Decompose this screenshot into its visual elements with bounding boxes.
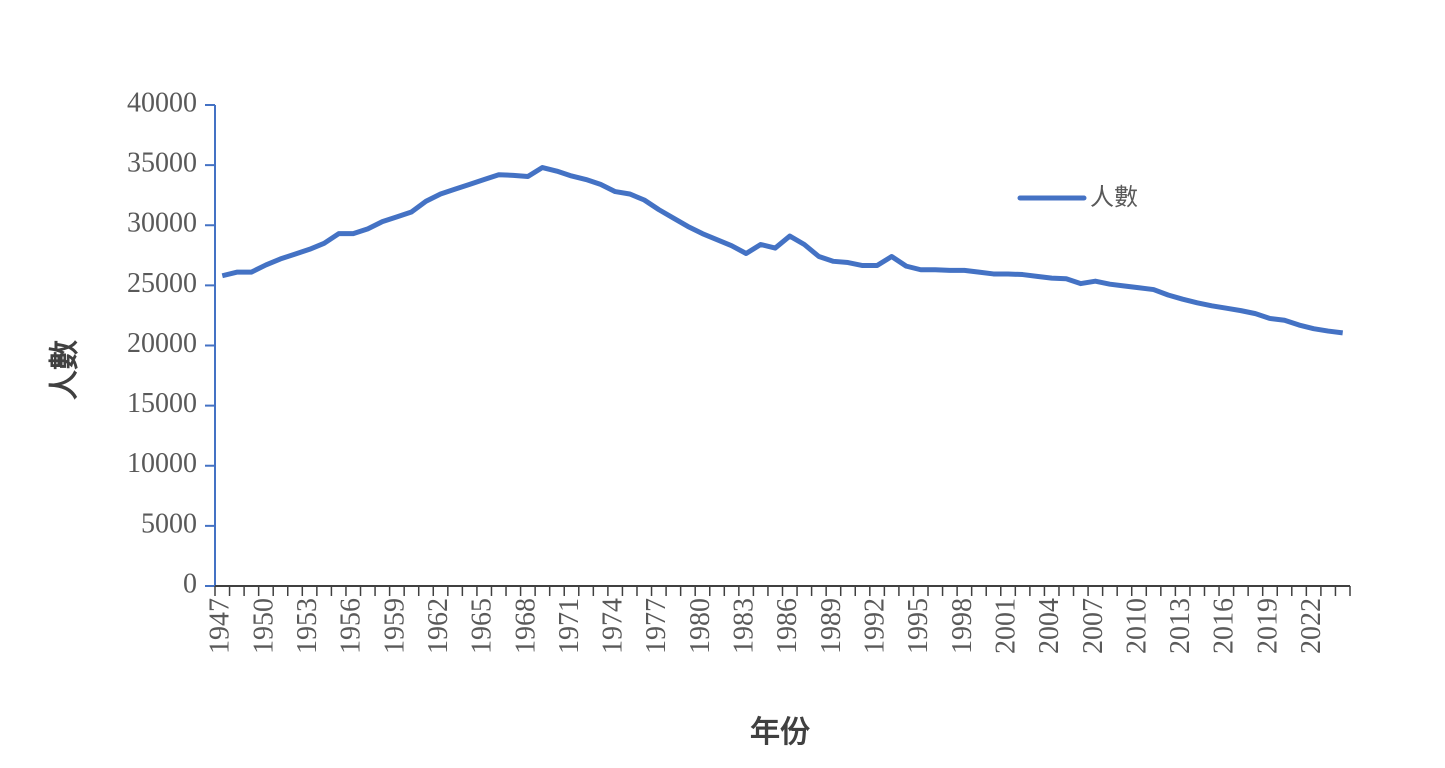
x-tick-label: 2004 [1034,598,1065,654]
x-tick-label: 1995 [903,598,934,654]
y-tick-label: 35000 [127,148,197,179]
x-axis-title: 年份 [750,715,810,750]
x-tick-label: 1959 [379,598,410,654]
y-tick-label: 25000 [127,268,197,299]
y-tick-label: 15000 [127,388,197,419]
x-tick-label: 1953 [292,598,323,654]
y-tick-label: 30000 [127,208,197,239]
x-tick-label: 2013 [1165,598,1196,654]
x-tick-label: 2016 [1209,598,1240,654]
x-tick-label: 1983 [729,598,760,654]
legend-label: 人數 [1090,183,1138,211]
x-tick-label: 1965 [467,598,498,654]
x-tick-label: 1998 [947,598,978,654]
y-tick-label: 0 [183,568,197,599]
x-tick-label: 1992 [860,598,891,654]
x-tick-label: 1989 [816,598,847,654]
x-tick-label: 1950 [248,598,279,654]
x-tick-label: 2010 [1121,598,1152,654]
x-tick-label: 2001 [990,598,1021,654]
x-tick-label: 1986 [772,598,803,654]
x-tick-label: 2007 [1078,598,1109,654]
x-tick-label: 1956 [336,598,367,654]
x-tick-label: 1977 [641,598,672,654]
x-tick-label: 2022 [1296,598,1327,654]
x-tick-label: 1962 [423,598,454,654]
y-tick-label: 10000 [127,448,197,479]
x-tick-label: 1974 [598,598,629,654]
x-tick-label: 1971 [554,598,585,654]
x-tick-label: 1980 [685,598,716,654]
y-tick-label: 20000 [127,328,197,359]
y-tick-label: 40000 [127,87,197,118]
x-tick-label: 2019 [1252,598,1283,654]
series-line [221,165,1344,336]
x-tick-label: 1968 [510,598,541,654]
y-tick-label: 5000 [141,508,197,539]
x-tick-label: 1947 [205,598,236,654]
y-axis-title: 人數 [48,340,83,400]
